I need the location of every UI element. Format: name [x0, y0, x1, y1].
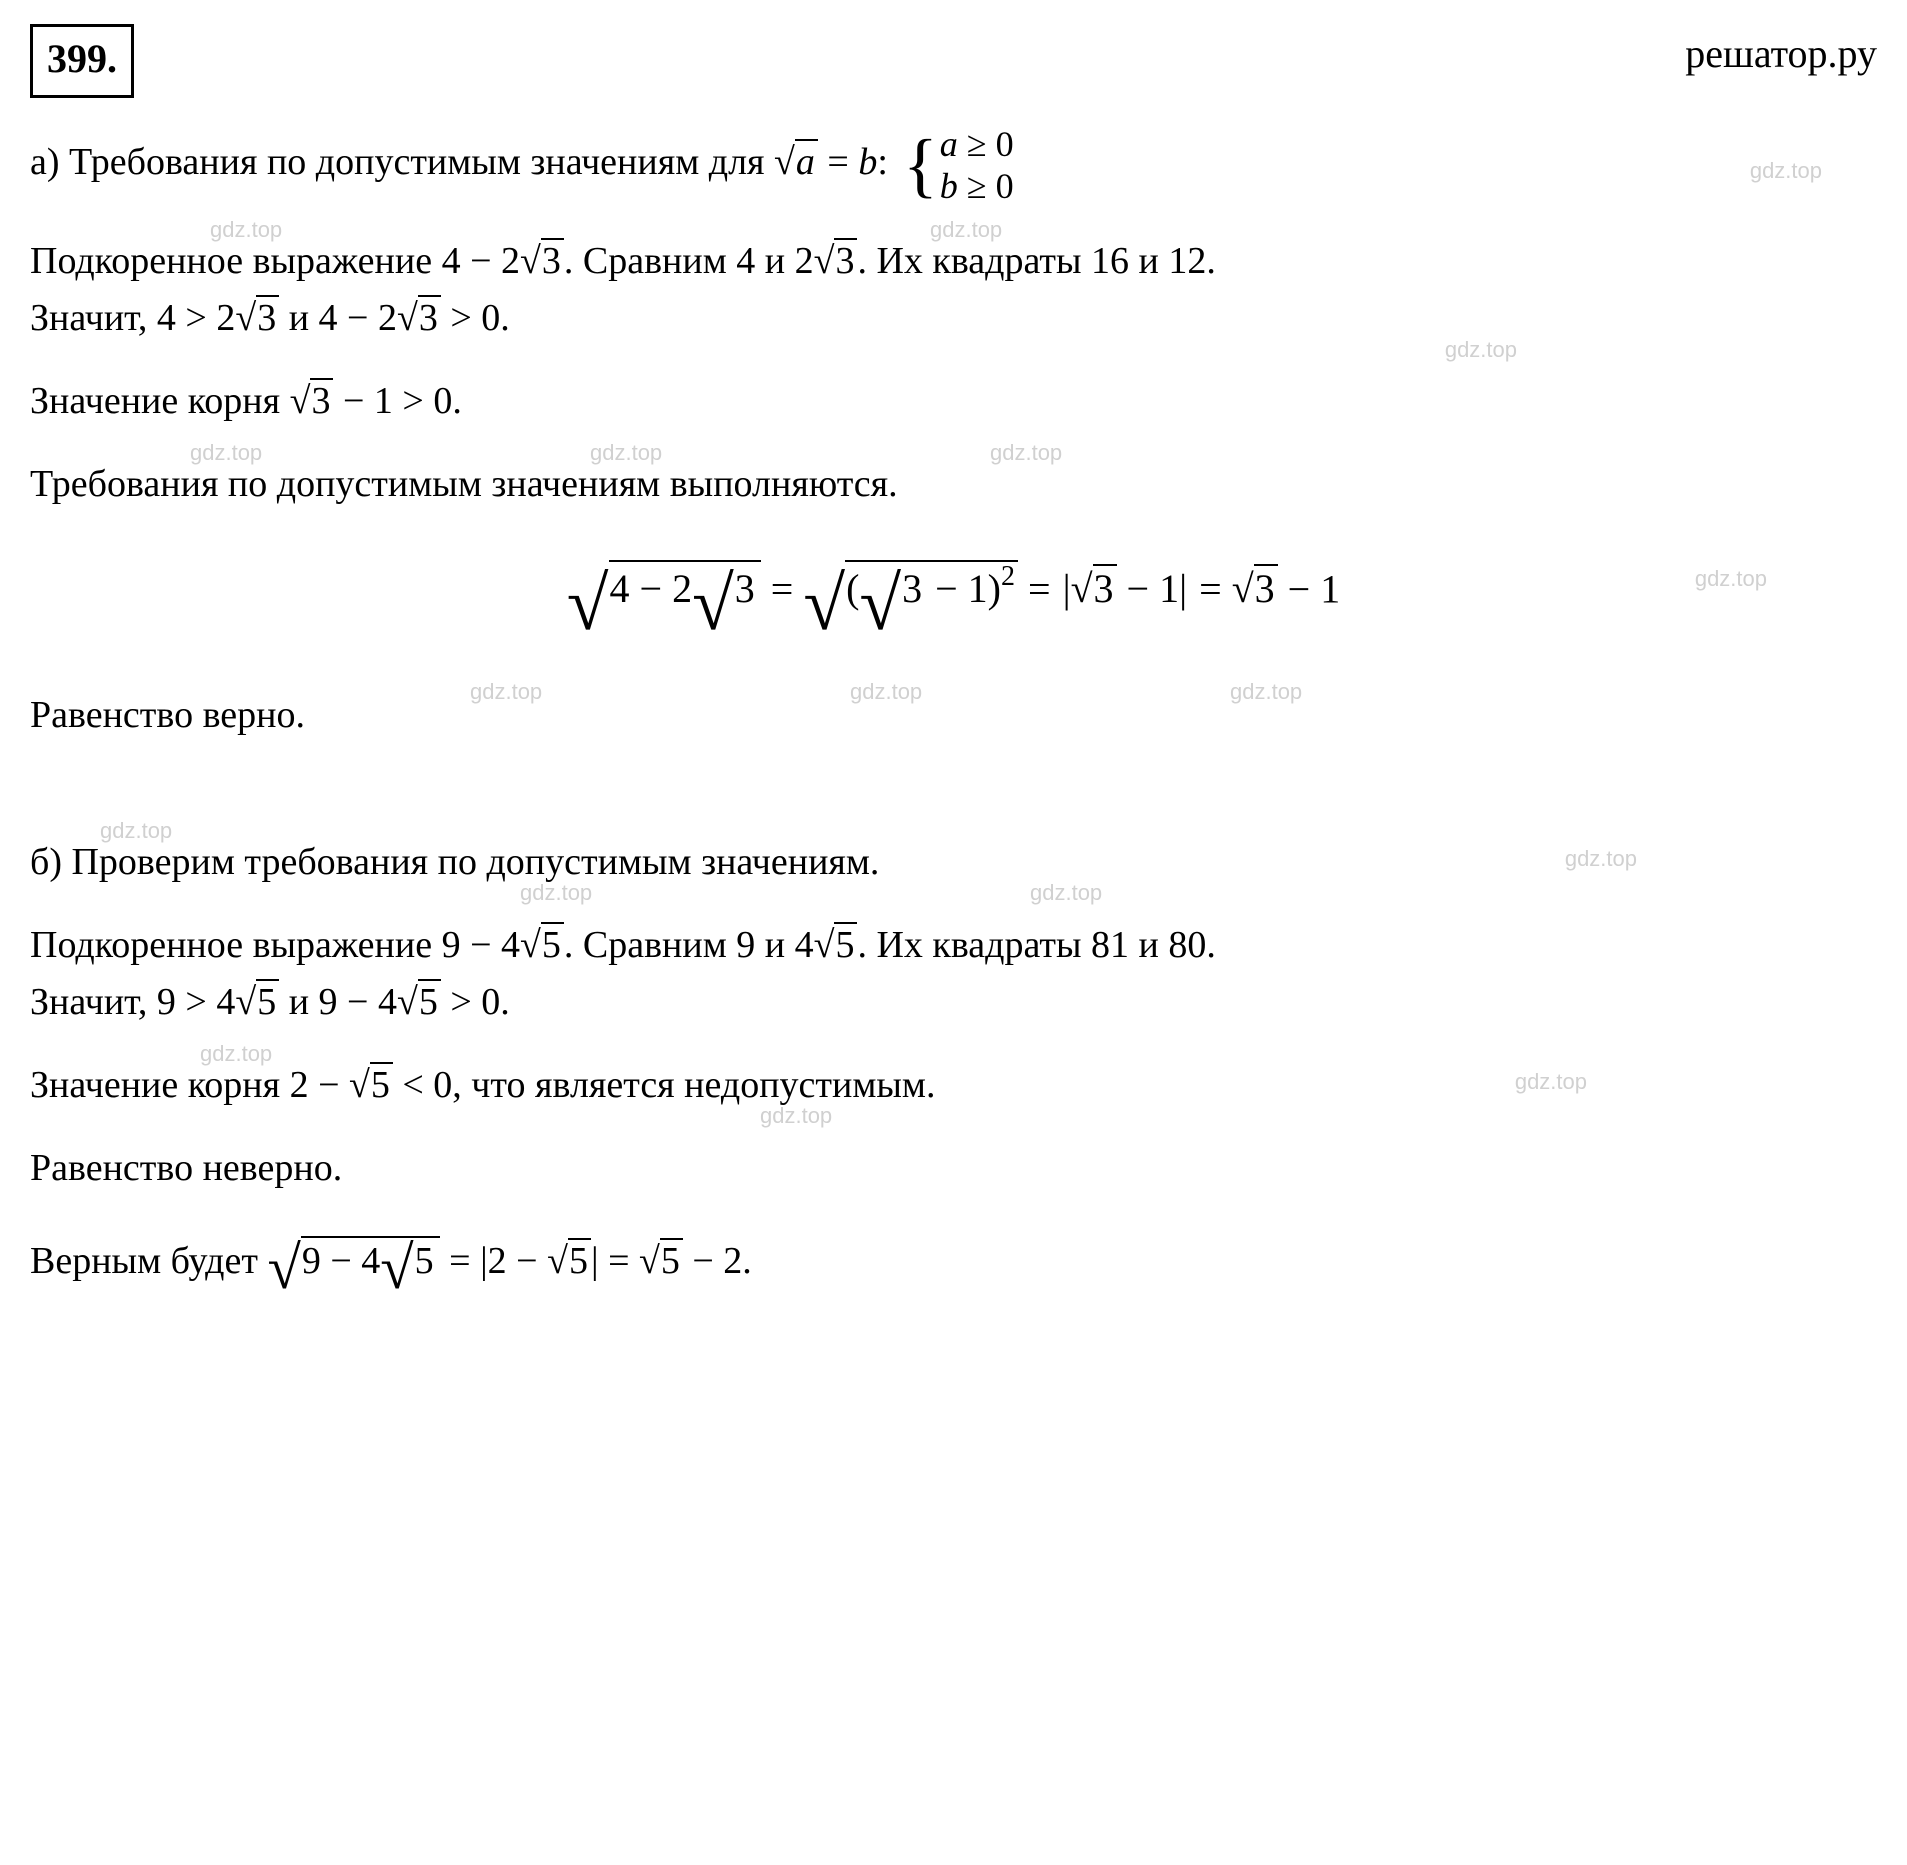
watermark: gdz.top: [1750, 154, 1822, 187]
part-a-intro: а) Требования по допустимым значениям дл…: [30, 124, 1877, 207]
watermark: gdz.top: [1695, 562, 1767, 595]
text: а) Требования по допустимым значениям дл…: [30, 141, 774, 183]
watermark: gdz.top: [1230, 675, 1302, 708]
part-b-p1: Подкоренное выражение 9 − 4√5. Сравним 9…: [30, 917, 1877, 1031]
part-a-p2: Значение корня √3 − 1 > 0.: [30, 373, 1877, 430]
watermark: gdz.top: [1030, 876, 1102, 909]
watermark: gdz.top: [1515, 1065, 1587, 1098]
part-b-p3: Равенство неверно.: [30, 1140, 1877, 1197]
site-label: решатор.ру: [1685, 24, 1877, 84]
brace-conditions: { a ≥ 0 b ≥ 0: [903, 124, 1014, 207]
watermark: gdz.top: [850, 675, 922, 708]
sqrt-a: √a: [774, 134, 818, 191]
part-b-p4: Верным будет √9 − 4√5 = |2 − √5| = √5 − …: [30, 1223, 1877, 1314]
problem-number: 399.: [30, 24, 134, 98]
part-b-p2: gdz.top gdz.top gdz.top Значение корня 2…: [30, 1057, 1877, 1114]
sqrt-outer-2: √(√3 − 1)2: [803, 547, 1018, 661]
sqrt-outer-1: √4 − 2√3: [567, 547, 761, 661]
part-b-intro: gdz.top gdz.top gdz.top gdz.top б) Прове…: [30, 834, 1877, 891]
part-a-p3: gdz.top gdz.top gdz.top Требования по до…: [30, 456, 1877, 513]
part-a-p1: gdz.top gdz.top Подкоренное выражение 4 …: [30, 233, 1877, 347]
watermark: gdz.top: [990, 436, 1062, 469]
sqrt-3: √3: [520, 233, 564, 290]
part-a-conclusion: gdz.top gdz.top gdz.top Равенство верно.: [30, 687, 1877, 744]
sqrt-5: √5: [520, 917, 564, 974]
watermark: gdz.top: [470, 675, 542, 708]
sqrt-outer-b: √9 − 4√5: [267, 1223, 439, 1314]
part-a-formula: gdz.top √4 − 2√3 = √(√3 − 1)2 = |√3 − 1|…: [30, 547, 1877, 661]
abs-expr: |√3 − 1|: [1061, 566, 1190, 611]
watermark: gdz.top: [1565, 842, 1637, 875]
